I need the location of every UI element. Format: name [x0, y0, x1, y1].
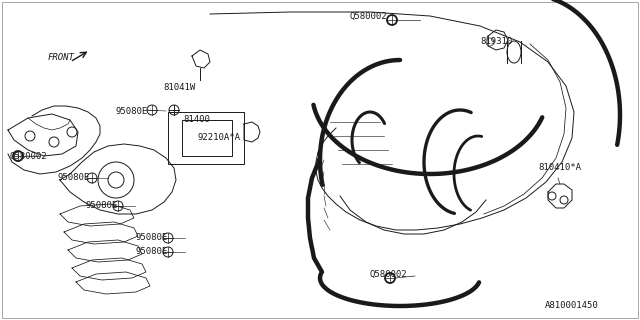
Text: A810001450: A810001450: [545, 301, 599, 310]
Bar: [182, 120, 232, 156]
Text: Q580002: Q580002: [10, 151, 47, 161]
Text: Q580002: Q580002: [350, 12, 388, 20]
Text: 95080E: 95080E: [135, 247, 167, 257]
Text: 819310: 819310: [480, 37, 512, 46]
Text: 95080E: 95080E: [116, 107, 148, 116]
Text: 81041W: 81041W: [163, 83, 195, 92]
Text: FRONT: FRONT: [48, 53, 75, 62]
Text: 95080E: 95080E: [58, 173, 90, 182]
Text: 810410*A: 810410*A: [538, 164, 581, 172]
Text: 92210A*A: 92210A*A: [197, 132, 240, 141]
Text: 81400: 81400: [183, 116, 210, 124]
Bar: [168, 112, 244, 164]
Text: Q580002: Q580002: [370, 269, 408, 278]
Text: 95080E: 95080E: [135, 234, 167, 243]
Text: 95080E: 95080E: [85, 202, 117, 211]
